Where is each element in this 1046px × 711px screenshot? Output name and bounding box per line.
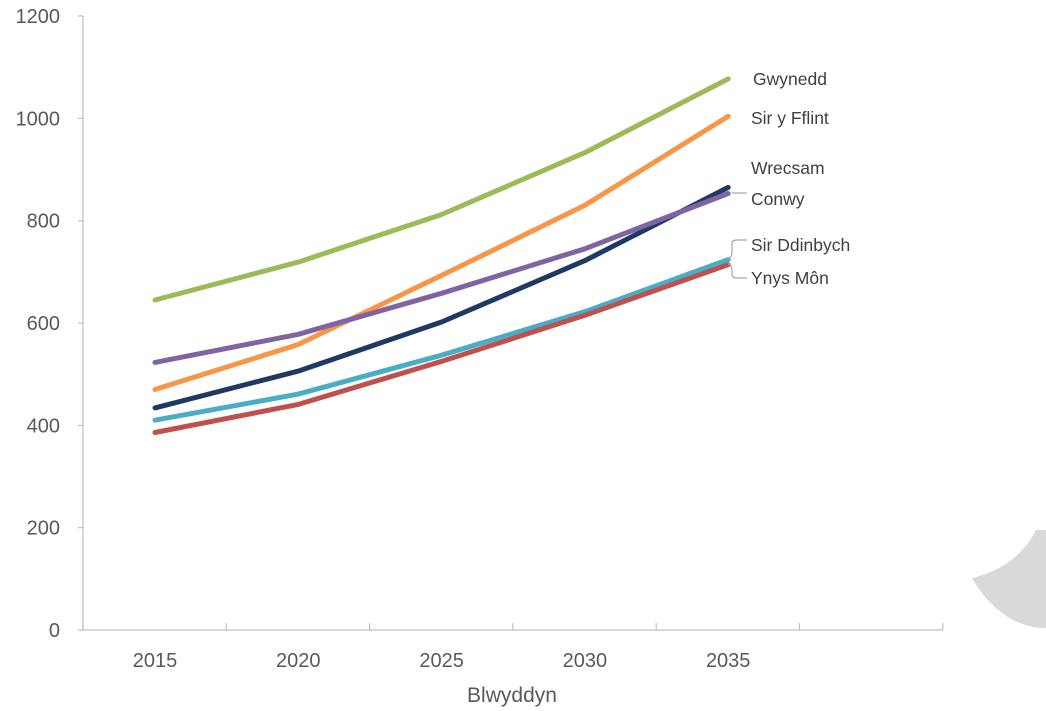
series-label-wrecsam: Wrecsam <box>751 158 825 178</box>
leader-line-ynys-m-n <box>727 263 747 279</box>
y-tick-label: 200 <box>27 518 60 540</box>
y-tick-label: 800 <box>27 211 60 233</box>
y-axis: 0 200 400 600 800 1000 1200 <box>16 6 84 642</box>
series-label-conwy: Conwy <box>751 189 805 209</box>
series-lines <box>152 76 731 435</box>
x-tick-label: 2035 <box>706 650 751 672</box>
y-tick-label: 0 <box>49 620 60 642</box>
x-axis: 2015 2020 2025 2030 2035 <box>82 623 944 672</box>
series-labels: Gwynedd Sir y Fflint Wrecsam Conwy Sir Ddinb… <box>727 69 850 288</box>
decorative-swoosh-shape <box>972 530 1046 628</box>
y-tick-label: 1200 <box>16 6 61 28</box>
series-line-gwynedd <box>152 76 731 303</box>
x-axis-title: Blwyddyn <box>467 684 557 707</box>
x-tick-label: 2020 <box>276 650 321 672</box>
series-line-wrecsam <box>152 184 731 411</box>
series-line-ynys-m-n <box>152 262 731 435</box>
series-line-sir-y-fflint <box>152 113 731 392</box>
leader-line-sir-ddinbych <box>727 239 747 259</box>
y-tick-label: 1000 <box>16 108 61 130</box>
series-line-sir-ddinbych <box>152 257 731 423</box>
series-line-conwy <box>152 191 731 365</box>
series-label-sir-y-fflint: Sir y Fflint <box>751 108 829 128</box>
x-tick-label: 2030 <box>563 650 608 672</box>
series-label-gwynedd: Gwynedd <box>753 69 827 89</box>
series-label-ynys-m-n: Ynys Môn <box>751 268 829 288</box>
series-label-sir-ddinbych: Sir Ddinbych <box>751 235 850 255</box>
x-tick-label: 2015 <box>133 650 178 672</box>
x-tick-label: 2025 <box>419 650 464 672</box>
y-tick-label: 400 <box>27 415 60 437</box>
y-tick-label: 600 <box>27 313 60 335</box>
